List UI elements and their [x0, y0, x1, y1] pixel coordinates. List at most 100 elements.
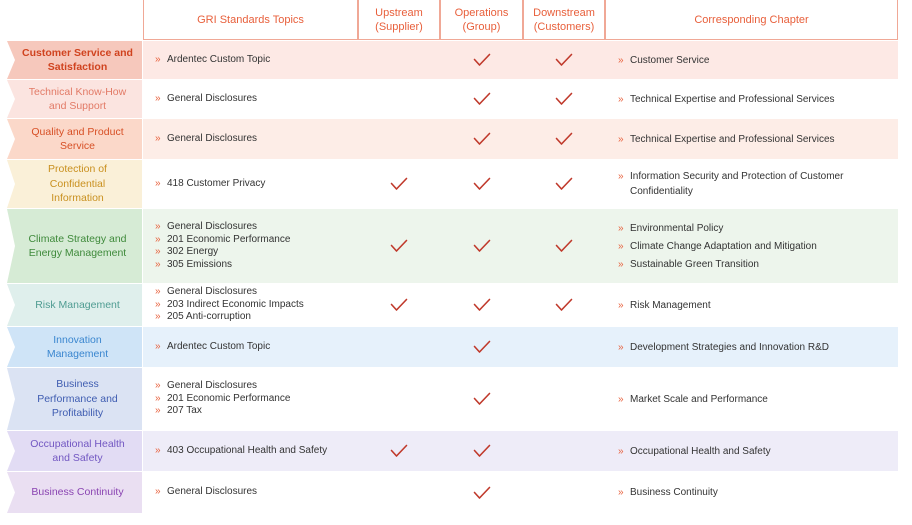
- gri-topic-item: 207 Tax: [155, 405, 357, 418]
- chapter-cell: Environmental Policy Climate Change Adapt…: [606, 209, 898, 283]
- header-operations-l1: Operations: [454, 6, 509, 19]
- topic-line: Innovation: [53, 333, 102, 346]
- operations-cell: [441, 160, 522, 208]
- checkmark-icon: [555, 53, 573, 67]
- chapter-cell: Business Continuity: [606, 472, 898, 513]
- header-downstream-l1: Downstream: [533, 6, 595, 19]
- checkmark-icon: [390, 444, 408, 458]
- checkmark-icon: [390, 239, 408, 253]
- table-row-innovation: Innovation Management Ardentec Custom Topi…: [0, 327, 912, 367]
- gri-topic-item: 203 Indirect Economic Impacts: [155, 299, 357, 312]
- header-gri-label: GRI Standards Topics: [197, 13, 304, 26]
- topic-text: Climate Strategy and Energy Management: [28, 232, 126, 261]
- header-operations: Operations (Group): [440, 0, 523, 40]
- gri-topics-cell: General Disclosures: [143, 119, 357, 159]
- gri-topics-cell: 418 Customer Privacy: [143, 160, 357, 208]
- upstream-cell: [358, 119, 439, 159]
- gri-topic-item: 302 Energy: [155, 246, 357, 259]
- gri-topics-cell: Ardentec Custom Topic: [143, 41, 357, 79]
- topic-line: Service: [59, 140, 95, 152]
- chapter-cell: Information Security and Protection of C…: [606, 160, 898, 208]
- topic-line: Satisfaction: [47, 61, 108, 73]
- topic-label: Business Performance and Profitability: [7, 368, 142, 430]
- checkmark-icon: [390, 177, 408, 191]
- downstream-cell: [523, 209, 604, 283]
- topic-text: Quality and Product Service: [31, 125, 123, 154]
- gri-topic-item: 418 Customer Privacy: [155, 178, 357, 191]
- downstream-cell: [523, 431, 604, 471]
- checkmark-icon: [473, 177, 491, 191]
- topic-line: Risk Management: [35, 298, 120, 311]
- header-operations-l2: (Group): [462, 20, 501, 33]
- gri-topic-item: 305 Emissions: [155, 259, 357, 272]
- gri-topic-item: 201 Economic Performance: [155, 234, 357, 247]
- gri-topics-cell: General Disclosures201 Economic Performa…: [143, 209, 357, 283]
- header-upstream-l2: (Supplier): [375, 20, 423, 33]
- upstream-cell: [358, 160, 439, 208]
- header-upstream: Upstream (Supplier): [358, 0, 440, 40]
- chapter-item: Climate Change Adaptation and Mitigation: [618, 239, 898, 254]
- topic-line: Customer Service and: [22, 46, 133, 59]
- chapter-cell: Technical Expertise and Professional Ser…: [606, 119, 898, 159]
- chapter-cell: Development Strategies and Innovation R&…: [606, 327, 898, 367]
- operations-cell: [441, 368, 522, 430]
- chapter-item: Environmental Policy: [618, 221, 898, 236]
- header-upstream-l1: Upstream: [375, 6, 423, 19]
- downstream-cell: [523, 80, 604, 118]
- checkmark-icon: [473, 340, 491, 354]
- gri-topic-item: General Disclosures: [155, 286, 357, 299]
- table-row-risk-management: Risk Management General Disclosures203 In…: [0, 284, 912, 326]
- topic-line: Technical Know-How: [28, 85, 127, 98]
- downstream-cell: [523, 160, 604, 208]
- chapter-cell: Risk Management: [606, 284, 898, 326]
- topic-line: Quality and Product: [31, 125, 124, 138]
- operations-cell: [441, 431, 522, 471]
- topic-text: Business Performance and Profitability: [37, 377, 118, 421]
- topic-label: Climate Strategy and Energy Management: [7, 209, 142, 283]
- table-row-business-continuity: Business Continuity General Disclosures Bu…: [0, 472, 912, 513]
- chapter-cell: Technical Expertise and Professional Ser…: [606, 80, 898, 118]
- checkmark-icon: [473, 132, 491, 146]
- topic-text: Risk Management: [35, 298, 120, 313]
- checkmark-icon: [555, 177, 573, 191]
- table-row-occupational-health: Occupational Health and Safety 403 Occupat…: [0, 431, 912, 471]
- checkmark-icon: [473, 392, 491, 406]
- topic-line: Confidential: [49, 177, 106, 190]
- chapter-item: Development Strategies and Innovation R&…: [618, 340, 898, 355]
- header-downstream-l2: (Customers): [533, 20, 595, 33]
- chapter-item: Information Security and Protection of C…: [618, 169, 898, 199]
- upstream-cell: [358, 368, 439, 430]
- checkmark-icon: [390, 298, 408, 312]
- gri-topic-item: General Disclosures: [155, 380, 357, 393]
- header-chapter: Corresponding Chapter: [605, 0, 898, 40]
- header-downstream: Downstream (Customers): [523, 0, 605, 40]
- chapter-cell: Market Scale and Performance: [606, 368, 898, 430]
- gri-topics-cell: General Disclosures: [143, 80, 357, 118]
- topic-label: Customer Service and Satisfaction: [7, 41, 142, 79]
- chapter-item: Sustainable Green Transition: [618, 257, 898, 272]
- gri-topic-item: General Disclosures: [155, 93, 357, 106]
- gri-topics-cell: General Disclosures: [143, 472, 357, 513]
- chapter-item: Technical Expertise and Professional Ser…: [618, 132, 898, 147]
- checkmark-icon: [555, 132, 573, 146]
- gri-topic-item: General Disclosures: [155, 486, 357, 499]
- chapter-item: Customer Service: [618, 53, 898, 68]
- downstream-cell: [523, 368, 604, 430]
- topic-text: Technical Know-How and Support: [29, 85, 126, 114]
- gri-topic-item: Ardentec Custom Topic: [155, 54, 357, 67]
- checkmark-icon: [555, 92, 573, 106]
- upstream-cell: [358, 431, 439, 471]
- checkmark-icon: [473, 53, 491, 67]
- operations-cell: [441, 472, 522, 513]
- downstream-cell: [523, 284, 604, 326]
- checkmark-icon: [473, 486, 491, 500]
- chapter-item: Occupational Health and Safety: [618, 444, 898, 459]
- gri-topics-cell: 403 Occupational Health and Safety: [143, 431, 357, 471]
- topic-label: Protection of Confidential Information: [7, 160, 142, 208]
- topic-label: Risk Management: [7, 284, 142, 326]
- upstream-cell: [358, 80, 439, 118]
- chapter-item: Risk Management: [618, 298, 898, 313]
- chapter-cell: Occupational Health and Safety: [606, 431, 898, 471]
